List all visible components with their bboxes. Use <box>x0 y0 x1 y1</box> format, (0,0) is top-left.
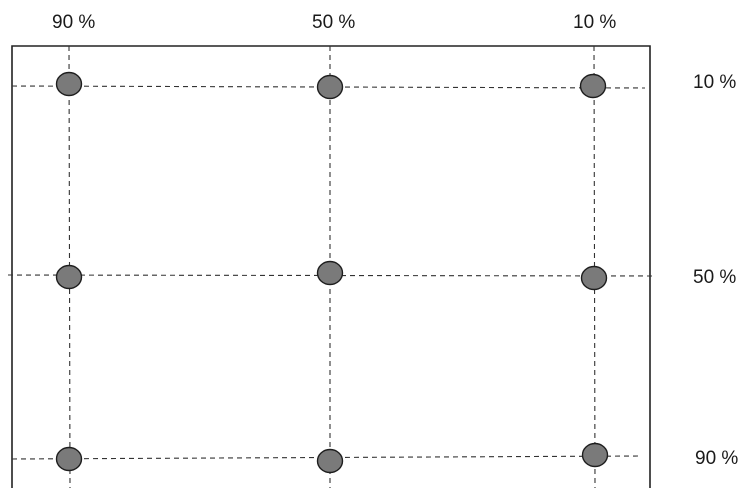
gridline-column-left <box>68 45 71 488</box>
point-top-center <box>316 74 344 100</box>
frame-outline <box>11 45 651 488</box>
column-label-left: 90 % <box>52 12 96 33</box>
row-label-bottom: 90 % <box>695 448 739 469</box>
row-label-middle: 50 % <box>693 267 737 288</box>
point-bottom-right <box>581 442 609 468</box>
point-middle-left <box>55 264 83 290</box>
column-label-right: 10 % <box>573 12 617 33</box>
point-top-right <box>579 73 607 99</box>
gridline-column-right <box>593 45 596 488</box>
point-bottom-left <box>55 446 83 472</box>
point-top-left <box>55 71 83 97</box>
gridline-row-bottom <box>11 455 641 460</box>
column-label-center: 50 % <box>312 12 356 33</box>
measurement-points <box>55 71 609 474</box>
row-label-top: 10 % <box>693 72 737 93</box>
point-middle-right <box>580 265 608 291</box>
point-middle-center <box>316 260 344 286</box>
point-bottom-center <box>316 448 344 474</box>
